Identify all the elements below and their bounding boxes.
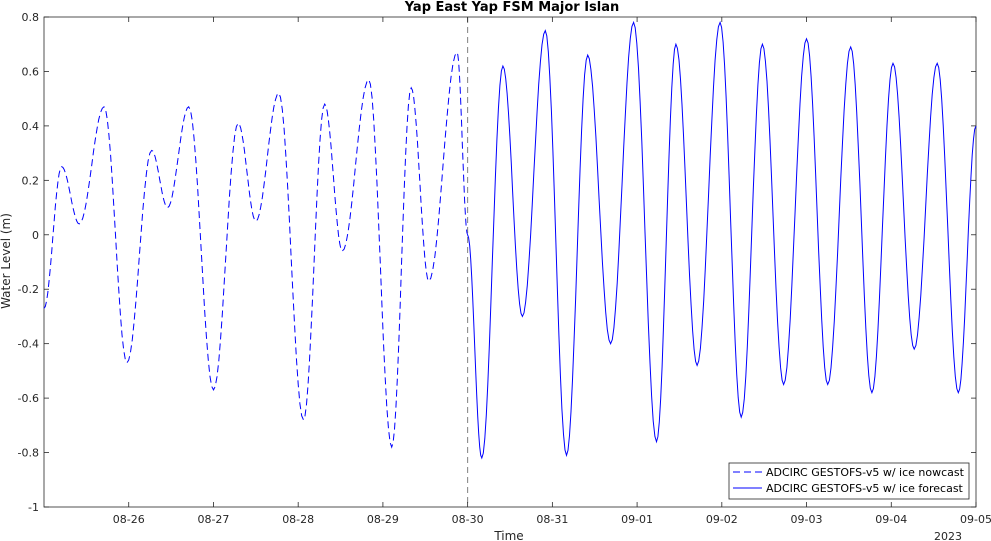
- x-tick-label: 08-26: [113, 513, 145, 526]
- y-tick-label: 0.4: [22, 120, 40, 133]
- x-tick-label: 09-04: [875, 513, 907, 526]
- legend-box: [728, 462, 970, 500]
- plot-area: [43, 16, 977, 508]
- legend-label-nowcast: ADCIRC GESTOFS-v5 w/ ice nowcast: [766, 466, 965, 479]
- nowcast-series-line: [43, 51, 469, 449]
- y-tick-label: -0.6: [18, 392, 39, 405]
- series-lines: [43, 20, 977, 460]
- y-tick-label: 0.6: [22, 65, 40, 78]
- legend: ADCIRC GESTOFS-v5 w/ ice nowcast ADCIRC …: [728, 462, 970, 500]
- y-axis-ticks: -1 -0.8 -0.6 -0.4 -0.2 0 0.2 0.4 0.6 0.8: [18, 11, 976, 514]
- x-tick-label: 08-27: [197, 513, 229, 526]
- x-axis-label: Time: [493, 529, 523, 541]
- y-tick-label: -0.4: [18, 338, 39, 351]
- x-tick-label: 08-28: [282, 513, 314, 526]
- chart-title: Yap East Yap FSM Major Islan: [404, 0, 620, 15]
- x-tick-label: 08-30: [452, 513, 484, 526]
- forecast-series-line: [467, 20, 977, 460]
- year-label: 2023: [934, 530, 962, 541]
- plot-frame: [43, 16, 977, 508]
- y-axis-label: Water Level (m): [0, 213, 13, 309]
- x-axis-ticks: 08-26 08-27 08-28 08-29 08-30 08-31 09-01 09-02…: [113, 17, 991, 526]
- x-tick-label: 09-02: [706, 513, 738, 526]
- y-tick-label: -1: [28, 501, 39, 514]
- x-tick-label: 09-03: [791, 513, 823, 526]
- y-tick-label: 0.8: [22, 11, 40, 24]
- y-tick-label: -0.8: [18, 447, 39, 460]
- y-tick-label: 0.2: [22, 174, 40, 187]
- x-tick-label: 09-05: [960, 513, 991, 526]
- x-tick-label: 09-01: [621, 513, 653, 526]
- x-tick-label: 08-31: [536, 513, 568, 526]
- y-tick-label: -0.2: [18, 283, 39, 296]
- x-tick-label: 08-29: [367, 513, 399, 526]
- y-tick-label: 0: [32, 229, 39, 242]
- legend-label-forecast: ADCIRC GESTOFS-v5 w/ ice forecast: [766, 482, 964, 495]
